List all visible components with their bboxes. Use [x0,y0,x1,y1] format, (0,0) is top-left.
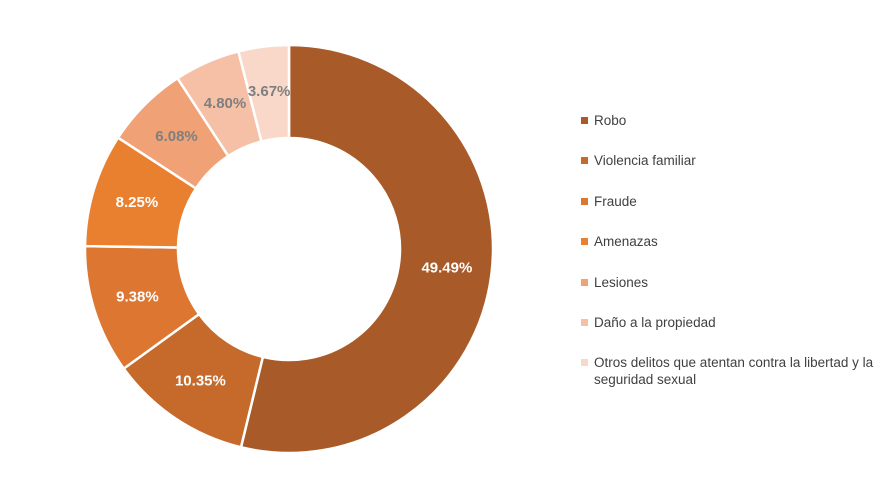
legend-label: Fraude [594,194,637,209]
legend-label: Violencia familiar [594,153,696,168]
slice-percent-label-amenazas: 8.25% [116,194,159,211]
legend-item-robo: Robo [581,112,626,129]
legend-marker-icon [581,198,588,205]
legend-marker-icon [581,238,588,245]
slice-percent-label-otros-delitos-que: 3.67% [248,83,291,100]
legend-label: Lesiones [594,275,649,290]
legend-label: Robo [594,113,627,128]
slice-percent-label-lesiones: 6.08% [155,128,198,145]
legend-label: Daño a la propiedad [594,315,716,330]
legend-marker-icon [581,359,588,366]
legend-item-amenazas: Amenazas [581,233,658,250]
donut-slice-otros-delitos-que [237,43,291,143]
legend-item-dano-a-la: Daño a la propiedad [581,314,716,331]
legend-item-fraude: Fraude [581,193,637,210]
slice-percent-label-dano-a-la: 4.80% [204,95,247,112]
donut-slice-robo [239,43,495,455]
legend-label: Amenazas [594,234,658,249]
legend-item-violencia-familiar: Violencia familiar [581,152,696,169]
legend-marker-icon [581,319,588,326]
slice-percent-label-robo: 49.49% [421,259,472,276]
legend-label: Otros delitos que atentan contra la libe… [594,355,874,387]
legend-marker-icon [581,157,588,164]
legend-marker-icon [581,117,588,124]
slice-percent-label-fraude: 9.38% [116,288,159,305]
legend-item-lesiones: Lesiones [581,274,648,291]
legend-item-otros-delitos-que: Otros delitos que atentan contra la libe… [581,354,876,388]
slice-percent-label-violencia-familiar: 10.35% [175,373,226,390]
legend-marker-icon [581,279,588,286]
